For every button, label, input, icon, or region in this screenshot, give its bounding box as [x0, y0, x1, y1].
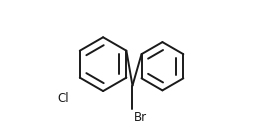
Text: Cl: Cl [57, 92, 69, 105]
Text: Br: Br [134, 111, 147, 124]
